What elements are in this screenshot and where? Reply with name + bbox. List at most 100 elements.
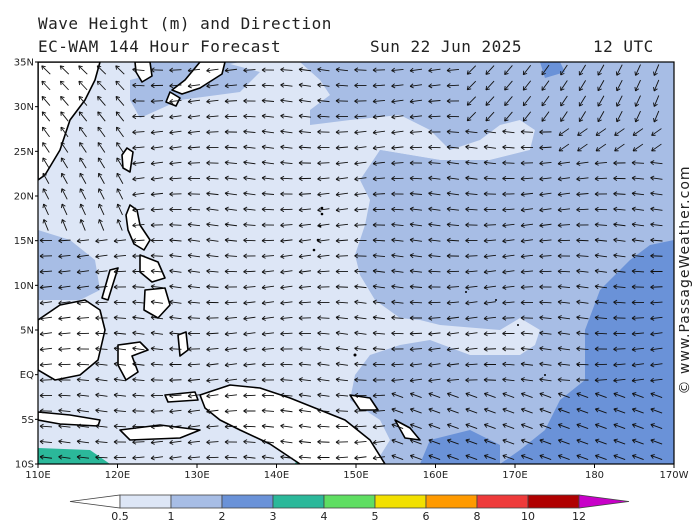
arrow bbox=[113, 408, 127, 414]
arrow bbox=[483, 238, 497, 244]
arrow bbox=[614, 128, 625, 136]
arrow bbox=[243, 315, 256, 321]
arrow bbox=[354, 315, 367, 321]
arrow bbox=[169, 377, 182, 383]
arrow bbox=[502, 392, 515, 398]
arrow bbox=[132, 98, 145, 104]
arrow bbox=[132, 424, 145, 430]
arrow bbox=[60, 111, 69, 122]
arrow bbox=[504, 111, 513, 122]
arrow bbox=[335, 176, 349, 182]
arrow bbox=[372, 284, 386, 290]
arrow bbox=[76, 269, 90, 275]
arrow bbox=[298, 408, 312, 414]
arrow bbox=[206, 114, 219, 120]
arrow bbox=[465, 331, 478, 337]
lat-label: 25N bbox=[14, 147, 34, 158]
longitude-axis: 110E 120E 130E 140E 150E 160E 170E 180 170W bbox=[25, 464, 689, 481]
arrow bbox=[446, 300, 460, 306]
arrow bbox=[169, 98, 182, 104]
arrow bbox=[150, 392, 164, 399]
arrow bbox=[95, 423, 108, 429]
arrow bbox=[169, 268, 182, 274]
arrow bbox=[58, 423, 71, 429]
arrow bbox=[634, 64, 641, 76]
arrow bbox=[187, 346, 201, 352]
arrow bbox=[41, 111, 51, 122]
arrow bbox=[539, 392, 552, 398]
arrow bbox=[391, 160, 404, 166]
arrow bbox=[391, 377, 404, 383]
arrow bbox=[485, 111, 495, 122]
arrow bbox=[298, 67, 312, 73]
arrow bbox=[261, 284, 275, 290]
arrow bbox=[354, 222, 367, 228]
arrow bbox=[39, 439, 53, 445]
arrow bbox=[42, 142, 50, 153]
arrow bbox=[650, 191, 663, 197]
arrow bbox=[335, 160, 349, 166]
arrow bbox=[95, 439, 108, 445]
arrow bbox=[224, 144, 238, 150]
arrow bbox=[632, 438, 644, 445]
arrow bbox=[446, 160, 460, 166]
arrow bbox=[58, 408, 71, 414]
arrow bbox=[187, 67, 201, 73]
arrow bbox=[169, 284, 182, 290]
arrow bbox=[243, 284, 256, 290]
arrow bbox=[521, 454, 533, 460]
arrow bbox=[576, 237, 589, 243]
arrow bbox=[113, 455, 127, 461]
arrow bbox=[335, 346, 349, 352]
arrow bbox=[410, 454, 422, 460]
arrow bbox=[150, 237, 164, 243]
arrow bbox=[594, 315, 608, 321]
arrow bbox=[335, 455, 349, 461]
arrow bbox=[560, 111, 568, 122]
arrow bbox=[391, 129, 404, 135]
arrow bbox=[98, 219, 105, 231]
arrow bbox=[354, 114, 367, 120]
lat-label: 35N bbox=[14, 58, 34, 69]
arrow bbox=[557, 361, 571, 367]
arrow bbox=[520, 330, 534, 336]
arrow bbox=[409, 299, 423, 305]
arrow bbox=[557, 253, 571, 259]
arrow bbox=[409, 114, 423, 120]
arrow bbox=[576, 361, 589, 367]
lat-label: 15N bbox=[14, 236, 34, 247]
arrow bbox=[577, 128, 588, 136]
arrow bbox=[631, 175, 645, 181]
arrow bbox=[206, 237, 219, 243]
arrow bbox=[541, 95, 550, 107]
arrow bbox=[60, 172, 68, 184]
arrow bbox=[42, 126, 50, 138]
arrow bbox=[502, 331, 515, 337]
arrow bbox=[631, 346, 645, 352]
arrow bbox=[409, 98, 423, 104]
arrow bbox=[446, 206, 460, 212]
arrow bbox=[243, 331, 256, 337]
arrow bbox=[298, 423, 312, 429]
arrow bbox=[150, 160, 164, 166]
arrow bbox=[631, 299, 645, 306]
arrow bbox=[132, 315, 145, 321]
arrow bbox=[539, 330, 552, 336]
arrow bbox=[613, 160, 626, 166]
arrow bbox=[465, 222, 478, 228]
arrow bbox=[224, 331, 238, 337]
arrow bbox=[224, 222, 238, 228]
lon-label: 150E bbox=[343, 470, 368, 481]
colorbar-label: 10 bbox=[521, 510, 535, 523]
arrow bbox=[78, 80, 88, 91]
arrow bbox=[317, 423, 330, 429]
small-islands bbox=[312, 206, 579, 376]
arrow bbox=[613, 362, 626, 368]
arrow bbox=[632, 392, 644, 398]
arrow bbox=[335, 191, 349, 197]
arrow bbox=[224, 114, 238, 120]
arrow bbox=[132, 268, 145, 274]
arrow bbox=[187, 330, 201, 336]
arrow bbox=[446, 253, 460, 259]
arrow bbox=[410, 423, 422, 429]
